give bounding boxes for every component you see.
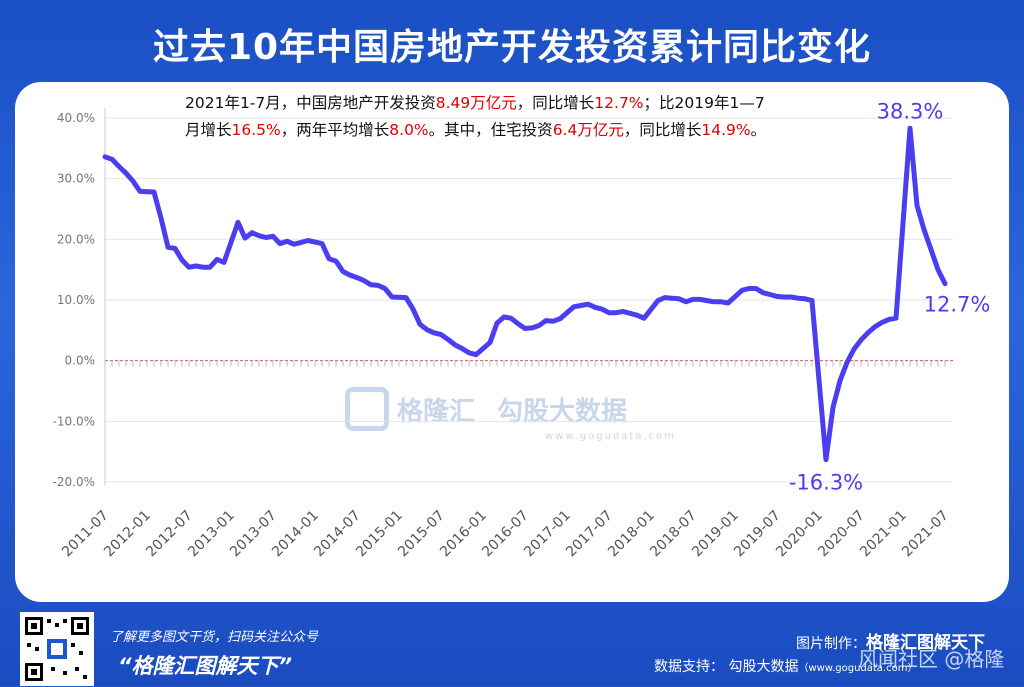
y-tick-label: -20.0% bbox=[53, 475, 95, 489]
chart-card: 格隆汇 勾股大数据 www.gogudata.com 40.0%30.0%20.… bbox=[15, 82, 1009, 602]
x-tick-label: 2021-07 bbox=[899, 508, 952, 561]
summary-note: 2021年1-7月，中国房地产开发投资8.49万亿元，同比增长12.7%；比20… bbox=[185, 90, 865, 144]
qr-code-icon bbox=[23, 615, 91, 683]
y-tick-label: 0.0% bbox=[65, 354, 96, 368]
note-highlight: 14.9% bbox=[701, 121, 750, 139]
footer-tagline: 了解更多图文干货，扫码关注公众号 bbox=[110, 626, 318, 645]
series-line bbox=[105, 128, 945, 459]
note-text: ；比2019年1—7 bbox=[644, 94, 765, 112]
weibo-watermark: 风闻社区 @格隆 bbox=[858, 643, 1004, 672]
page-title: 过去10年中国房地产开发投资累计同比变化 bbox=[0, 18, 1024, 70]
credit-label: 图片制作： bbox=[796, 636, 866, 652]
y-tick-label: -10.0% bbox=[53, 414, 95, 428]
y-tick-label: 10.0% bbox=[57, 293, 95, 307]
note-highlight: 12.7% bbox=[594, 94, 643, 112]
y-tick-label: 40.0% bbox=[57, 111, 95, 125]
note-text: 月增长 bbox=[185, 121, 232, 139]
qr-code[interactable] bbox=[20, 612, 94, 686]
footer-brand: “格隆汇图解天下” bbox=[118, 650, 292, 680]
note-text: 。 bbox=[751, 121, 767, 139]
note-text: 2021年1-7月，中国房地产开发投资 bbox=[185, 94, 436, 112]
note-highlight: 8.49万亿元 bbox=[436, 94, 517, 112]
note-text: ，同比增长 bbox=[517, 94, 595, 112]
note-highlight: 8.0% bbox=[389, 121, 428, 139]
y-tick-label: 30.0% bbox=[57, 172, 95, 186]
note-highlight: 6.4万亿元 bbox=[553, 121, 624, 139]
note-highlight: 16.5% bbox=[232, 121, 281, 139]
data-label: 12.7% bbox=[924, 293, 991, 317]
line-chart: 40.0%30.0%20.0%10.0%0.0%-10.0%-20.0%2011… bbox=[15, 82, 1009, 602]
data-label: 38.3% bbox=[877, 99, 944, 123]
note-text: ，同比增长 bbox=[624, 121, 702, 139]
y-tick-label: 20.0% bbox=[57, 232, 95, 246]
note-text: 。其中，住宅投资 bbox=[429, 121, 553, 139]
source-label: 数据支持： 勾股大数据 bbox=[654, 659, 798, 675]
note-text: ，两年平均增长 bbox=[281, 121, 390, 139]
data-label: -16.3% bbox=[789, 471, 863, 495]
